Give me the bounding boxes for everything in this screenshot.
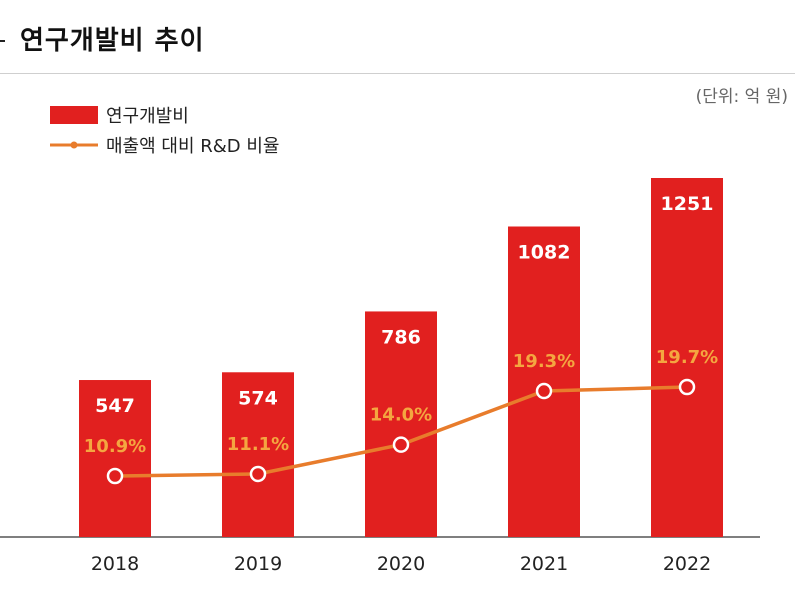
ratio-point-2020 [392, 436, 410, 453]
chart-legend: 연구개발비 매출액 대비 R&D 비율 [50, 100, 280, 160]
bar-2019 [222, 372, 294, 537]
legend-item-line: 매출액 대비 R&D 비율 [50, 130, 280, 160]
title-divider [0, 73, 795, 74]
legend-bar-swatch [50, 106, 98, 124]
ratio-label-2021: 19.3% [513, 351, 575, 372]
x-tick-label-2022: 2022 [663, 553, 711, 575]
ratio-label-2019: 11.1% [227, 434, 289, 455]
bar-value-label-2018: 547 [95, 395, 135, 417]
title-marker [0, 40, 5, 42]
legend-line-swatch [50, 141, 98, 149]
bar-value-label-2022: 1251 [661, 193, 714, 215]
x-tick-label-2020: 2020 [377, 553, 425, 575]
bar-value-label-2019: 574 [238, 387, 278, 409]
bar-value-label-2021: 1082 [518, 241, 571, 263]
unit-label: (단위: 억 원) [695, 87, 788, 107]
ratio-label-2022: 19.7% [656, 347, 718, 368]
legend-bar-label: 연구개발비 [106, 106, 189, 127]
bar-2018 [79, 380, 151, 537]
ratio-point-2021 [535, 382, 553, 400]
ratio-point-2022 [678, 378, 696, 396]
legend-line-label: 매출액 대비 R&D 비율 [106, 136, 280, 157]
ratio-label-2018: 10.9% [84, 436, 146, 457]
legend-item-bar: 연구개발비 [50, 100, 280, 130]
bar-value-label-2020: 786 [381, 326, 421, 348]
ratio-label-2020: 14.0% [370, 405, 432, 426]
bar-2022 [651, 178, 723, 537]
x-tick-label-2019: 2019 [234, 553, 282, 575]
ratio-point-2019 [249, 465, 267, 483]
x-tick-label-2018: 2018 [91, 553, 139, 575]
bar-2021 [508, 226, 580, 538]
ratio-point-2018 [106, 467, 124, 485]
page-title: 연구개발비 추이 [20, 26, 205, 56]
bar-2020 [365, 311, 437, 537]
x-tick-label-2021: 2021 [520, 553, 568, 575]
